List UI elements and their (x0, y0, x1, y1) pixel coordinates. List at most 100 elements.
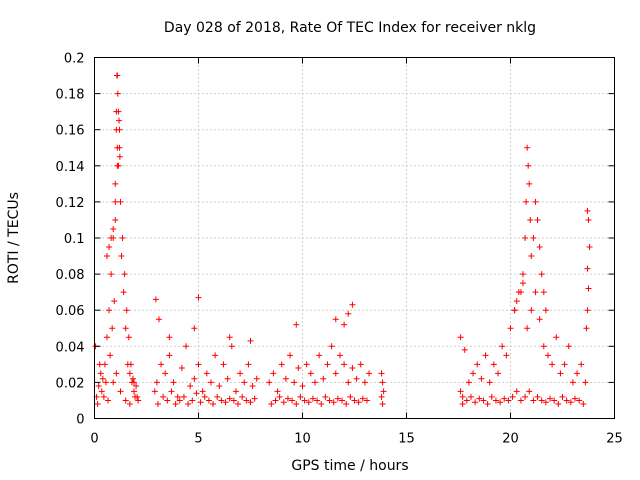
x-axis-label: GPS time / hours (291, 458, 408, 474)
data-point (289, 397, 296, 404)
x-tick-labels: 0 5 10 15 20 25 (90, 432, 622, 447)
data-point (126, 370, 133, 377)
data-point (126, 401, 133, 408)
data-point (153, 379, 160, 386)
data-point (189, 397, 196, 404)
data-point (522, 235, 529, 241)
data-point (488, 393, 495, 400)
data-point (542, 399, 549, 406)
data-point (482, 352, 489, 359)
data-point (151, 388, 158, 395)
x-tick-label: 20 (502, 432, 519, 447)
data-point (114, 144, 121, 151)
data-point (347, 393, 354, 400)
data-point (247, 399, 254, 406)
y-tick-label: 0 (76, 413, 84, 428)
y-tick-labels: 0 0.02 0.04 0.06 0.08 0.1 0.12 0.14 0.16 0.18 0.2 (56, 52, 85, 428)
data-point (359, 395, 366, 402)
data-point (237, 370, 244, 377)
data-point (212, 352, 219, 359)
data-point (96, 361, 103, 368)
data-point (553, 334, 560, 341)
data-point (574, 370, 581, 377)
data-point (218, 397, 225, 404)
data-point (524, 325, 531, 332)
data-point (121, 271, 128, 278)
data-point (113, 72, 120, 79)
data-point (284, 395, 291, 402)
data-point (555, 401, 562, 408)
data-point (571, 395, 578, 402)
data-point (314, 397, 321, 404)
data-point (197, 399, 204, 406)
data-point (203, 370, 210, 377)
data-point (490, 361, 497, 368)
data-point (193, 390, 200, 397)
data-point (158, 361, 165, 368)
data-point (474, 361, 481, 368)
data-point (509, 393, 516, 400)
data-point (103, 334, 110, 341)
data-point (305, 399, 312, 406)
data-point (584, 307, 591, 314)
data-point (542, 307, 549, 314)
data-point (131, 379, 138, 386)
y-tick-label: 0.1 (64, 232, 85, 247)
data-point (584, 207, 591, 214)
data-point (301, 397, 308, 404)
data-point (324, 361, 331, 368)
data-point (100, 393, 107, 400)
data-point (113, 370, 120, 377)
data-point (191, 325, 198, 332)
data-point (557, 370, 564, 377)
data-point (536, 244, 543, 251)
data-point (160, 393, 167, 400)
data-point (336, 352, 343, 359)
data-point (530, 397, 537, 404)
data-point (492, 397, 499, 404)
data-point (266, 379, 273, 386)
data-point (559, 393, 566, 400)
data-point (293, 321, 300, 328)
data-point (134, 393, 141, 400)
data-point (162, 370, 169, 377)
data-point (111, 298, 118, 305)
grid (94, 57, 615, 419)
data-point (278, 361, 285, 368)
data-point (463, 397, 470, 404)
data-point (528, 307, 535, 314)
y-tick-label: 0.04 (56, 340, 85, 355)
data-point (185, 401, 192, 408)
data-point (230, 397, 237, 404)
data-point (95, 383, 102, 390)
data-point (586, 244, 593, 251)
data-point (330, 399, 337, 406)
data-point (357, 361, 364, 368)
data-point (585, 285, 592, 292)
data-point (110, 225, 117, 232)
data-point (517, 397, 524, 404)
data-point (527, 216, 534, 223)
data-point (461, 346, 468, 353)
x-tick-label: 0 (90, 432, 98, 447)
data-point (380, 388, 387, 395)
data-point (320, 375, 327, 382)
x-tick-label: 10 (294, 432, 311, 447)
data-point (549, 361, 556, 368)
data-point (120, 289, 127, 296)
data-point (478, 375, 485, 382)
data-point (123, 307, 130, 314)
data-point (168, 388, 175, 395)
data-point (226, 334, 233, 341)
data-point (551, 397, 558, 404)
data-point (457, 388, 464, 395)
data-point (507, 325, 514, 332)
data-point (112, 198, 119, 205)
data-point (249, 383, 256, 390)
data-point (459, 401, 466, 408)
data-point (309, 395, 316, 402)
data-point (523, 198, 530, 205)
data-point (341, 321, 348, 328)
data-point (241, 379, 248, 386)
data-point (129, 375, 136, 382)
